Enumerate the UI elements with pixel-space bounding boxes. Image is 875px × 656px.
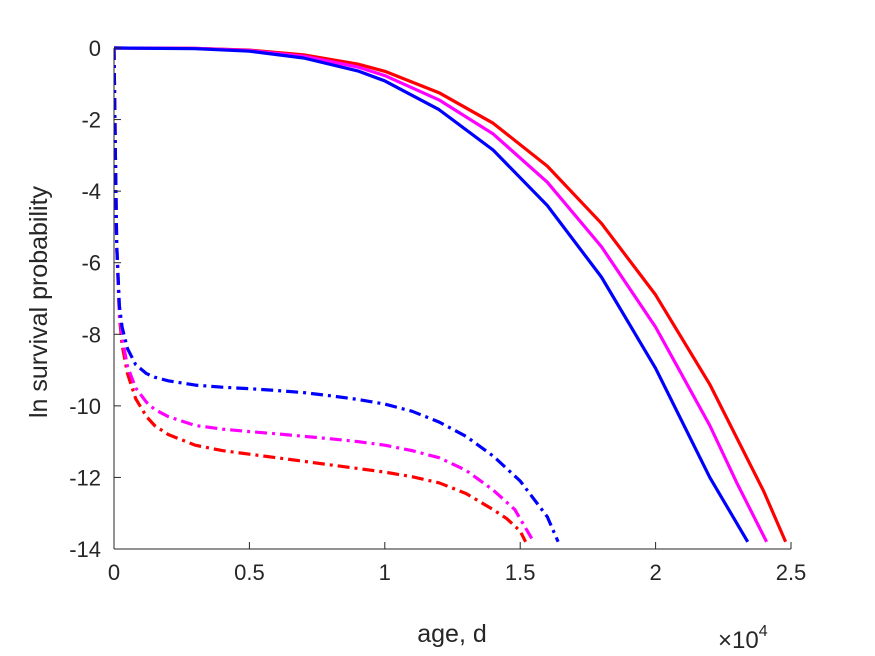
x-axis-label: age, d: [417, 620, 487, 648]
y-tick-label: -8: [81, 322, 101, 347]
x-tick-label: 0.5: [234, 560, 265, 585]
y-tick-label: -2: [81, 108, 101, 133]
x-exponent-base: ×10: [718, 627, 759, 654]
x-tick-label: 1: [379, 560, 391, 585]
x-axis-exponent-label: ×104: [718, 623, 768, 654]
y-tick-label: -14: [69, 537, 101, 562]
series-line-2: [114, 46, 769, 543]
series-line-4: [114, 47, 528, 543]
series-line-6: [114, 47, 560, 543]
y-tick-label: -4: [81, 179, 101, 204]
y-tick-label: -12: [69, 465, 101, 490]
x-exponent-power: 4: [759, 623, 768, 640]
x-tick-label: 2: [649, 560, 661, 585]
axes: [113, 47, 792, 550]
series-line-3: [114, 46, 750, 543]
y-tick-label: -6: [81, 251, 101, 276]
x-tick-label: 0: [108, 560, 120, 585]
y-axis-label: ln survival probability: [25, 185, 53, 418]
plot-lines: [114, 46, 788, 543]
y-tick-label: 0: [89, 36, 101, 61]
x-tick-label: 1.5: [505, 560, 536, 585]
tick-labels: 0 0.5 1 1.5 2 2.5 0 -2 -4 -6 -8 -10 -12 -14: [69, 36, 806, 585]
series-line-5: [114, 47, 536, 543]
series-line-1: [114, 46, 788, 543]
y-tick-label: -10: [69, 394, 101, 419]
x-tick-label: 2.5: [776, 560, 807, 585]
